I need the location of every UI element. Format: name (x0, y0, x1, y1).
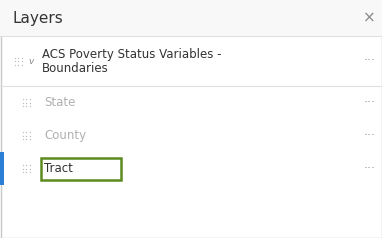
Bar (41, 158, 121, 179)
Text: ···: ··· (364, 129, 376, 142)
Text: Boundaries: Boundaries (42, 62, 109, 75)
Text: ···: ··· (364, 55, 376, 68)
Text: v: v (28, 56, 34, 65)
Bar (0, 0, 382, 36)
Bar (0, 152, 3, 185)
Text: State: State (44, 96, 75, 109)
Text: ···: ··· (364, 96, 376, 109)
Text: ···: ··· (364, 162, 376, 175)
Text: County: County (44, 129, 86, 142)
Text: Tract: Tract (44, 162, 73, 175)
Text: Layers: Layers (13, 10, 64, 25)
Text: ACS Poverty Status Variables -: ACS Poverty Status Variables - (42, 48, 222, 61)
Text: ×: × (363, 10, 376, 25)
